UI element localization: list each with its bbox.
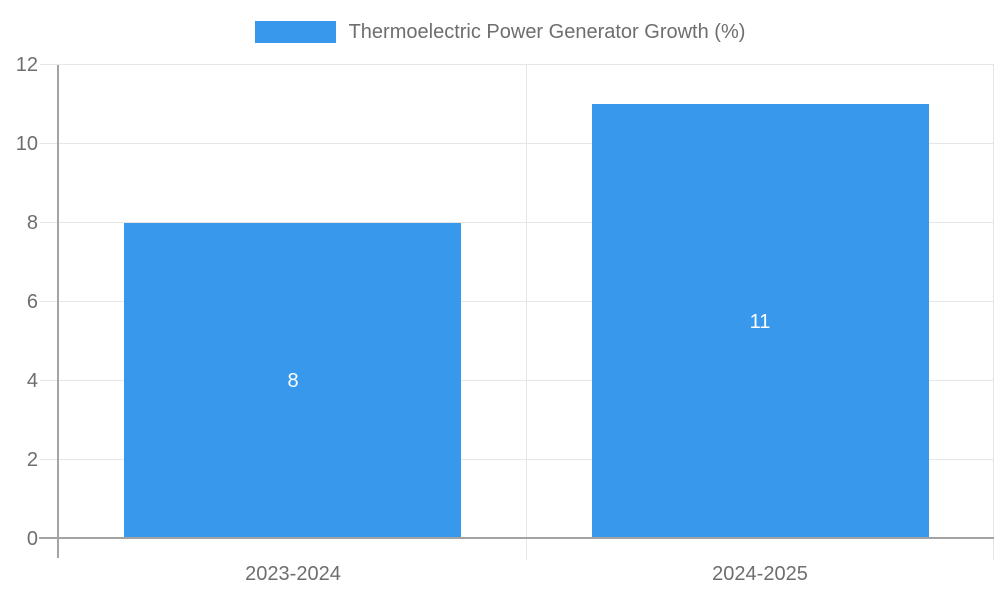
- legend-item[interactable]: Thermoelectric Power Generator Growth (%…: [0, 21, 1000, 43]
- bar-value-label: 8: [287, 370, 299, 392]
- x-axis-line: [39, 537, 994, 539]
- y-axis-tick-label: 6: [26, 291, 38, 313]
- y-axis-tick-label: 2: [26, 449, 38, 471]
- gridline-horizontal: [59, 64, 994, 65]
- y-axis-line: [57, 65, 59, 558]
- y-tick-mark: [40, 459, 59, 460]
- y-axis-tick-label: 4: [26, 370, 38, 392]
- bar-2023-2024[interactable]: [124, 223, 461, 539]
- y-axis-tick-label: 8: [26, 212, 38, 234]
- y-tick-mark: [40, 64, 59, 65]
- gridline-vertical: [526, 65, 527, 560]
- y-tick-mark: [40, 222, 59, 223]
- y-axis-tick-label: 12: [15, 54, 38, 76]
- x-axis-category-label: 2024-2025: [712, 563, 808, 585]
- gridline-vertical: [993, 65, 994, 560]
- y-axis-tick-label: 10: [15, 133, 38, 155]
- bar-value-label: 11: [749, 311, 771, 333]
- legend-label: Thermoelectric Power Generator Growth (%…: [348, 21, 746, 43]
- y-tick-mark: [40, 143, 59, 144]
- y-tick-mark: [40, 380, 59, 381]
- x-axis-category-label: 2023-2024: [245, 563, 341, 585]
- y-tick-mark: [40, 301, 59, 302]
- y-axis-tick-label: 0: [26, 528, 38, 550]
- legend-swatch-icon: [254, 21, 336, 43]
- bar-2024-2025[interactable]: [592, 104, 929, 539]
